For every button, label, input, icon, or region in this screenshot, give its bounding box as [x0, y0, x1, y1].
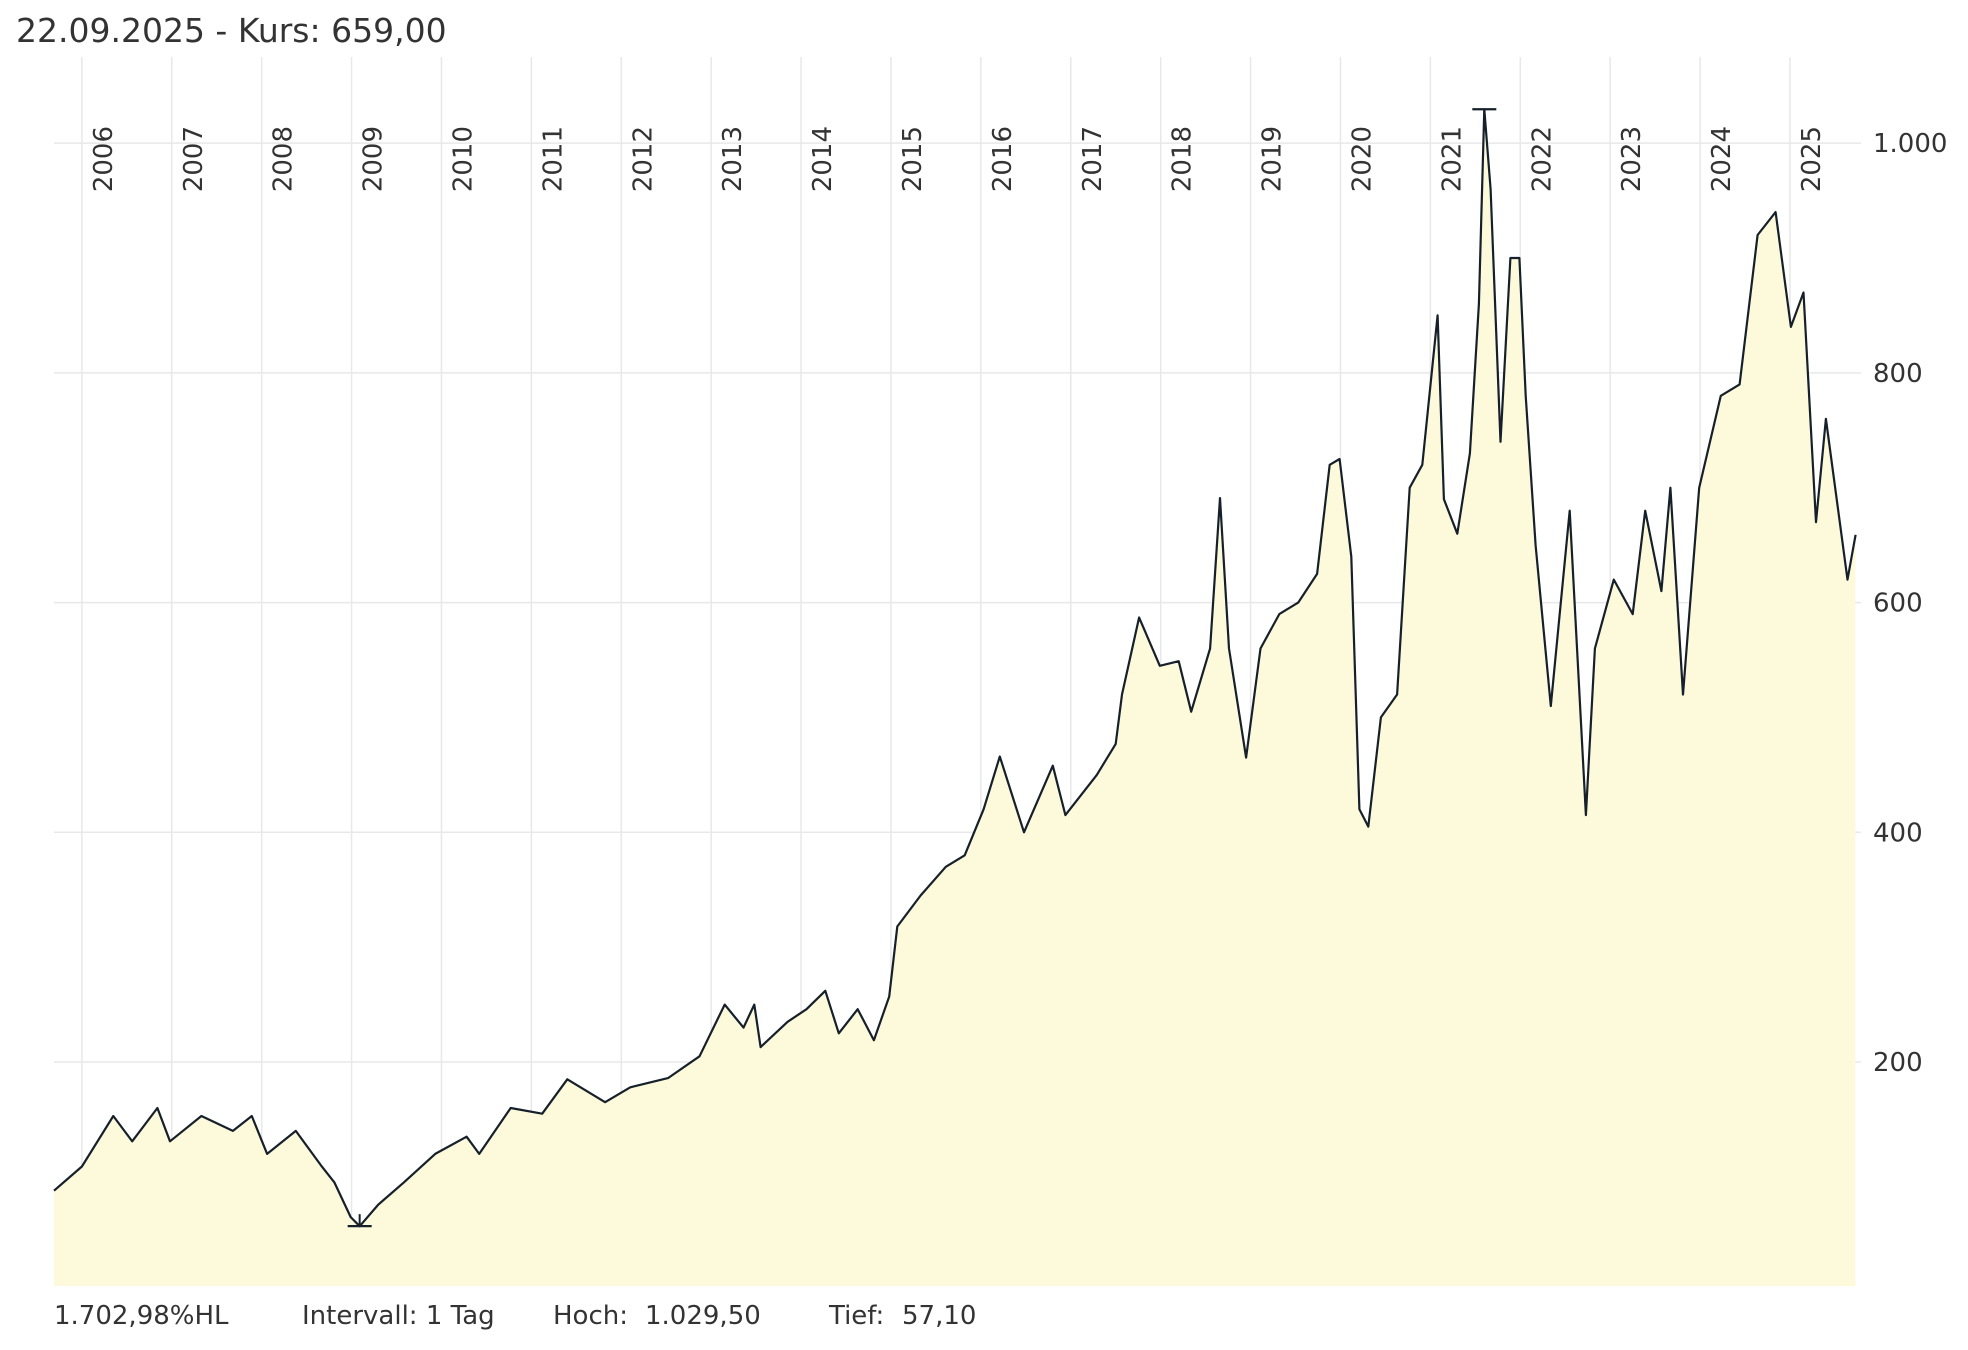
x-tick-label: 2023 — [1617, 126, 1647, 192]
y-tick-label: 600 — [1873, 589, 1923, 619]
chart-title: 22.09.2025 - Kurs: 659,00 — [16, 11, 447, 50]
y-tick-label: 1.000 — [1873, 129, 1947, 159]
x-tick-label: 2022 — [1527, 126, 1557, 192]
y-tick-label: 400 — [1873, 818, 1923, 848]
x-tick-label: 2012 — [628, 126, 658, 192]
x-tick-label: 2006 — [89, 126, 119, 192]
stat-label: Hoch: — [553, 1301, 628, 1331]
y-tick-label: 800 — [1873, 359, 1923, 389]
x-tick-label: 2018 — [1168, 126, 1198, 192]
footer-text: 1.702,98%HL — [54, 1301, 229, 1331]
area — [54, 109, 1856, 1286]
x-tick-label: 2020 — [1347, 126, 1377, 192]
x-tick-label: 2019 — [1258, 126, 1288, 192]
x-tick-label: 2013 — [718, 126, 748, 192]
x-tick-label: 2025 — [1797, 126, 1827, 192]
x-tick-label: 2021 — [1437, 126, 1467, 192]
y-tick-label: 200 — [1873, 1048, 1923, 1078]
x-tick-label: 2008 — [269, 126, 299, 192]
footer-text: Intervall: 1 Tag — [302, 1301, 495, 1331]
x-tick-label: 2009 — [359, 126, 389, 192]
x-tick-label: 2017 — [1078, 126, 1108, 192]
line — [53, 108, 1857, 1228]
stat-value: 1.029,50 — [645, 1301, 761, 1331]
stat-label: Tief: — [828, 1301, 884, 1331]
x-tick-label: 2014 — [808, 126, 838, 192]
x-tick-label: 2010 — [448, 126, 478, 192]
x-tick-label: 2024 — [1707, 126, 1737, 192]
x-tick-label: 2016 — [988, 126, 1018, 192]
x-tick-label: 2007 — [179, 126, 209, 192]
x-tick-label: 2011 — [538, 126, 568, 192]
stat-value: 57,10 — [902, 1301, 976, 1331]
x-tick-label: 2015 — [898, 126, 928, 192]
